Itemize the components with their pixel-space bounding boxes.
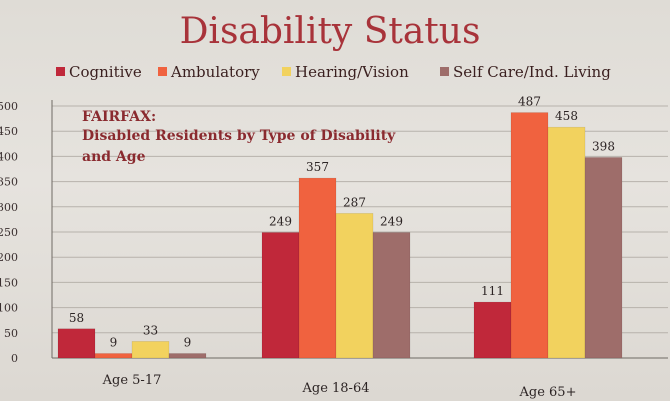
bar [168,353,207,359]
bar [510,112,549,359]
bar [372,232,411,359]
legend-swatch [158,67,167,76]
bar [94,353,133,359]
legend-item-2: Hearing/Vision [282,63,409,81]
bar-value-label: 33 [143,323,158,337]
legend-item-3: Self Care/Ind. Living [440,63,611,81]
y-tick-label: 250 [0,226,18,239]
legend-label: Ambulatory [170,63,260,81]
bar-value-label: 249 [380,215,403,229]
y-tick-label: 450 [0,125,18,138]
legend-swatch [440,67,449,76]
bar-value-label: 357 [306,160,329,174]
y-tick-label: 400 [0,150,18,163]
bar-value-label: 398 [592,139,615,153]
bar-value-label: 9 [184,335,192,349]
chart-title: Disability Status [180,11,481,52]
legend-item-0: Cognitive [56,63,142,81]
annotation-line-1: FAIRFAX: [82,109,156,125]
legend-label: Self Care/Ind. Living [453,63,611,81]
bar [473,301,512,359]
bar-value-label: 487 [518,95,541,109]
legend-label: Hearing/Vision [295,63,409,81]
y-tick-label: 500 [0,100,18,113]
bar [261,232,300,359]
bar-value-label: 287 [343,195,366,209]
bar-value-label: 458 [555,109,578,123]
category-label: Age 65+ [519,385,577,400]
legend-swatch [282,67,291,76]
category-label: Age 18-64 [301,381,369,396]
y-tick-label: 50 [4,327,18,340]
legend-swatch [56,67,65,76]
legend: Cognitive Ambulatory Hearing/Vision Self Ca… [56,63,611,81]
bar [131,341,170,359]
y-tick-label: 0 [11,352,18,365]
bar-value-label: 58 [69,311,84,325]
bars: 58 9 33 9 249 357 287 249 111 487 458 398 [57,95,623,359]
bar-group-1: 249 357 287 249 [261,160,411,359]
bar-value-label: 249 [269,215,292,229]
bar-value-label: 9 [110,335,118,349]
bar-group-2: 111 487 458 398 [473,95,623,359]
bar [335,213,374,359]
y-tick-label: 300 [0,201,18,214]
annotation-line-3: and Age [82,149,146,165]
bar [57,328,96,359]
y-tick-label: 100 [0,302,18,315]
chart-annotation: FAIRFAX: Disabled Residents by Type of D… [82,109,396,165]
legend-item-1: Ambulatory [158,63,260,81]
bar [298,177,337,359]
legend-label: Cognitive [69,63,142,81]
y-tick-label: 150 [0,276,18,289]
bar-group-0: 58 9 33 9 [57,311,207,359]
annotation-line-2: Disabled Residents by Type of Disability [82,128,396,144]
category-label: Age 5-17 [102,373,162,388]
x-axis: Age 5-17 Age 18-64 Age 65+ [102,373,577,400]
bar [584,157,623,359]
bar-value-label: 111 [481,284,504,298]
bar [547,126,586,359]
y-tick-label: 350 [0,176,18,189]
y-tick-label: 200 [0,251,18,264]
